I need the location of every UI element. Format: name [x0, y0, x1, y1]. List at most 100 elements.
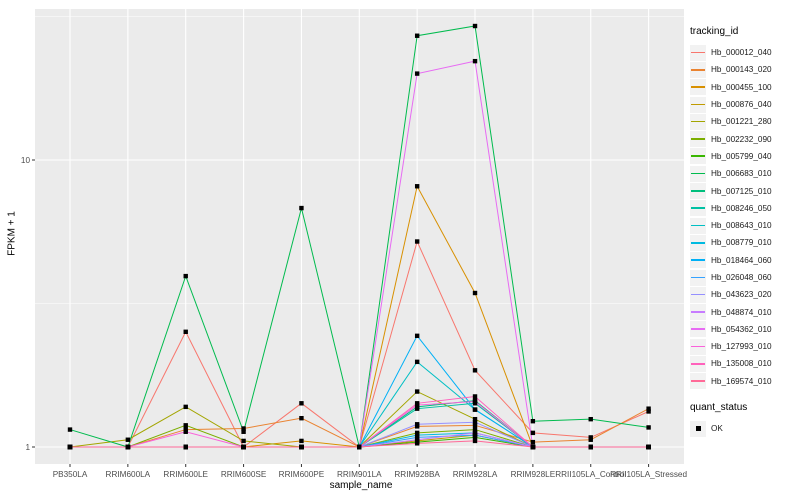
legend-label-ok: OK	[711, 424, 723, 434]
data-point	[67, 427, 73, 432]
legend-entry-Hb_005799_040: Hb_005799_040	[690, 148, 800, 165]
x-tick-label-RRII105LA_Stressed: RRII105LA_Stressed	[610, 470, 687, 479]
legend-key-line-icon	[690, 252, 706, 269]
data-point	[183, 444, 188, 450]
legend-entry-Hb_043623_020: Hb_043623_020	[690, 286, 800, 303]
legend-label: Hb_008246_050	[711, 203, 772, 213]
legend-key-line-icon	[690, 61, 706, 78]
data-point	[530, 439, 536, 445]
data-point	[646, 406, 651, 411]
data-point	[588, 444, 593, 450]
legend: tracking_id Hb_000012_040 Hb_000143_020 Hb…	[690, 26, 800, 437]
legend-key-line-icon	[690, 217, 706, 234]
data-point	[414, 71, 420, 76]
data-point	[472, 290, 478, 296]
data-point	[299, 401, 304, 406]
legend-label: Hb_008779_010	[711, 238, 772, 248]
x-tick-label-PB350LA: PB350LA	[53, 470, 88, 479]
legend-label: Hb_043623_020	[711, 290, 772, 300]
data-point	[588, 437, 593, 442]
legend-entry-Hb_008779_010: Hb_008779_010	[690, 234, 800, 251]
data-point	[299, 444, 304, 450]
legend-entry-Hb_018464_060: Hb_018464_060	[690, 252, 800, 269]
x-tick-label-RRIM928BA: RRIM928BA	[394, 470, 440, 479]
data-point	[472, 423, 478, 428]
legend-entry-Hb_002232_090: Hb_002232_090	[690, 130, 800, 148]
data-point	[241, 426, 246, 431]
legend-entries: Hb_000012_040 Hb_000143_020 Hb_000455_100 H…	[690, 44, 800, 390]
x-tick-label-RRIM600LA: RRIM600LA	[106, 470, 151, 479]
data-point	[414, 333, 420, 339]
legend-key-line-icon	[690, 44, 706, 61]
data-point	[472, 407, 478, 412]
legend-label: Hb_001221_280	[711, 117, 772, 127]
data-point	[183, 329, 188, 334]
legend-key-line-icon	[690, 286, 706, 303]
legend-label: Hb_008643_010	[711, 221, 772, 231]
legend-label: Hb_169574_010	[711, 376, 772, 386]
legend-entry-Hb_000455_100: Hb_000455_100	[690, 79, 800, 96]
data-point	[472, 58, 478, 64]
y-tick-label-10: 10	[21, 156, 31, 165]
legend-label: Hb_005799_040	[711, 151, 772, 161]
data-point	[125, 437, 131, 442]
y-axis-title: FPKM + 1	[6, 211, 18, 256]
data-point	[414, 239, 420, 244]
data-point	[414, 406, 420, 411]
legend-entry-ok: OK	[690, 420, 800, 437]
x-tick-label-RRIM928LE: RRIM928LE	[511, 470, 556, 479]
legend-label: Hb_018464_060	[711, 255, 772, 265]
data-point	[414, 432, 420, 438]
legend-entry-Hb_026048_060: Hb_026048_060	[690, 269, 800, 286]
data-point	[183, 404, 188, 410]
data-point	[67, 444, 73, 450]
data-point	[299, 205, 304, 211]
legend-key-line-icon	[690, 304, 706, 321]
legend-key-line-icon	[690, 131, 706, 148]
data-point	[588, 416, 593, 422]
legend-entry-Hb_000012_040: Hb_000012_040	[690, 44, 800, 61]
data-point	[472, 368, 478, 373]
legend-key-line-icon	[690, 113, 706, 130]
data-point	[414, 437, 420, 442]
data-point	[472, 23, 478, 29]
data-point	[241, 438, 246, 444]
data-point	[472, 430, 478, 436]
legend-label: Hb_127993_010	[711, 342, 772, 352]
legend-entry-Hb_000876_040: Hb_000876_040	[690, 96, 800, 113]
legend-key-line-icon	[690, 355, 706, 372]
data-point	[472, 394, 478, 399]
legend-entry-Hb_000143_020: Hb_000143_020	[690, 61, 800, 78]
data-point	[414, 401, 420, 406]
legend-entry-Hb_008643_010: Hb_008643_010	[690, 217, 800, 234]
legend-label: Hb_007125_010	[711, 186, 772, 196]
data-point	[472, 427, 478, 432]
x-tick-label-RRIM600LE: RRIM600LE	[163, 470, 208, 479]
legend-label: Hb_026048_060	[711, 273, 772, 282]
data-point	[588, 435, 593, 440]
data-point	[646, 409, 651, 414]
data-point	[530, 444, 536, 450]
data-point	[472, 420, 478, 425]
data-point	[183, 429, 188, 434]
legend-key-line-icon	[690, 234, 706, 251]
x-axis-title: sample_name	[329, 480, 393, 491]
legend-label: Hb_000876_040	[711, 100, 772, 110]
legend-entry-Hb_001221_280: Hb_001221_280	[690, 113, 800, 130]
data-point	[183, 273, 188, 279]
legend-title-quant-status: quant_status	[690, 401, 748, 413]
data-point	[530, 418, 536, 424]
data-point	[125, 444, 131, 450]
legend-key-line-icon	[690, 183, 706, 200]
legend-entry-Hb_007125_010: Hb_007125_010	[690, 182, 800, 200]
data-point	[472, 432, 478, 438]
legend-entry-Hb_048874_010: Hb_048874_010	[690, 303, 800, 321]
legend-entry-Hb_054362_010: Hb_054362_010	[690, 321, 800, 338]
ok-square-point-icon	[690, 420, 706, 437]
legend-key-line-icon	[690, 165, 706, 182]
data-point	[241, 444, 246, 450]
data-point	[299, 415, 304, 421]
data-point	[357, 444, 362, 450]
legend-label: Hb_006683_010	[711, 169, 772, 179]
